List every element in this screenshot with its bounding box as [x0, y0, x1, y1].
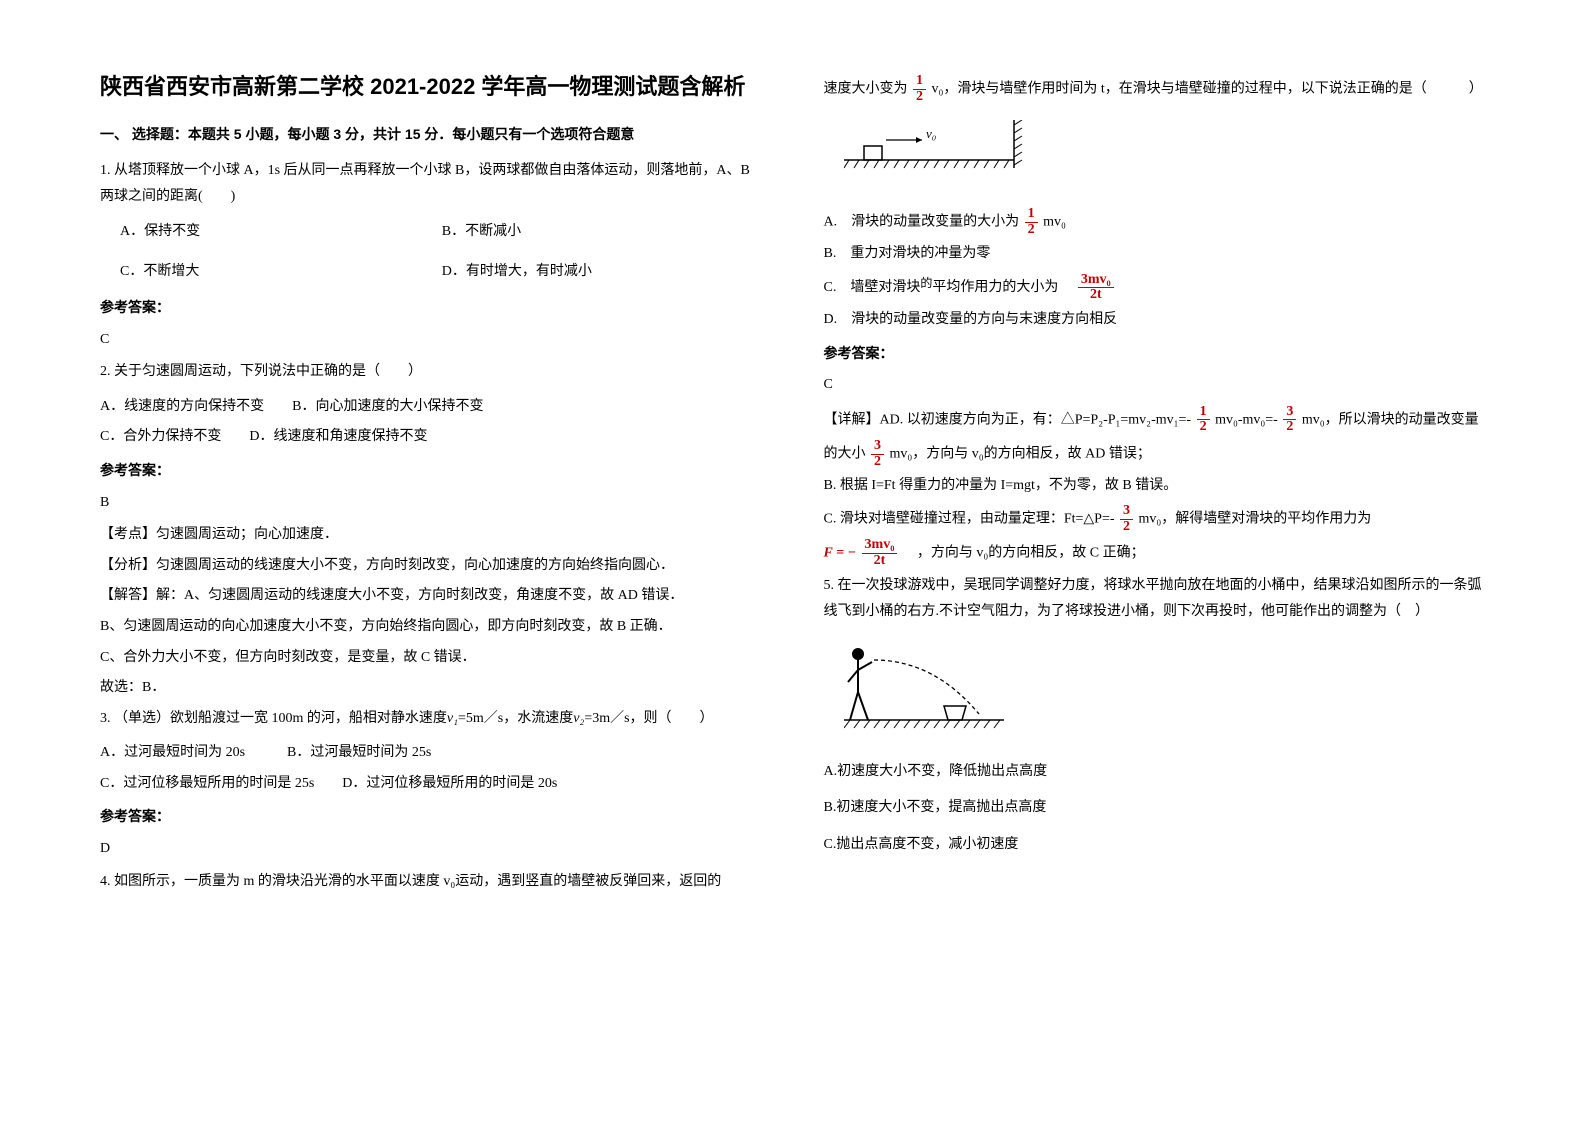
left-column: 陕西省西安市高新第二学校 2021-2022 学年高一物理测试题含解析 一、 选… [100, 70, 764, 899]
q4-ans-label: 参考答案： [824, 340, 1488, 367]
right-column: 速度大小变为 12 v₀，滑块与墙壁作用时间为 t，在滑块与墙壁碰撞的过程中，以… [824, 70, 1488, 899]
q2-exp3: 【解答】解：A、匀速圆周运动的线速度大小不变，方向时刻改变，角速度不变，故 AD… [100, 583, 764, 610]
throw-bucket-svg [844, 642, 1014, 732]
q3-ans-label: 参考答案： [100, 803, 764, 830]
q4-opt-d: D. 滑块的动量改变量的方向与末速度方向相反 [824, 307, 1488, 334]
q2-exp1: 【考点】匀速圆周运动；向心加速度． [100, 522, 764, 549]
q5-text: 5. 在一次投球游戏中，吴珉同学调整好力度，将球水平抛向放在地面的小桶中，结果球… [824, 573, 1488, 626]
q4-exp1: 【详解】AD. 以初速度方向为正，有：△P=P₂-P₁=mv₂-mv₁=- 12… [824, 405, 1488, 435]
q4-text-c: v₀，滑块与墙壁作用时间为 t，在滑块与墙壁碰撞的过程中，以下说法正确的是（ ） [932, 81, 1483, 96]
v0-label: v₀ [926, 126, 936, 141]
q5-diagram [844, 642, 1488, 743]
q3-ans: D [100, 836, 764, 863]
q4-exp2: 的大小 32 mv₀，方向与 v₀的方向相反，故 AD 错误； [824, 439, 1488, 469]
q2-exp2: 【分析】匀速圆周运动的线速度大小不变，方向时刻改变，向心加速度的方向始终指向圆心… [100, 553, 764, 580]
q3-text-b: =5m／s，水流速度 [458, 711, 573, 726]
doc-title: 陕西省西安市高新第二学校 2021-2022 学年高一物理测试题含解析 [100, 70, 764, 103]
q1-ans: C [100, 327, 764, 354]
section-1-heading: 一、 选择题：本题共 5 小题，每小题 3 分，共计 15 分．每小题只有一个选… [100, 121, 764, 148]
fraction-half-icon: 12 [1025, 207, 1038, 237]
F-eq-symbol: F = − [824, 546, 857, 561]
fraction-half-icon: 12 [913, 74, 926, 104]
q1-opt-c: C．不断增大 [120, 259, 442, 286]
q1-opt-b: B．不断减小 [442, 219, 764, 246]
q4-exp3: B. 根据 I=Ft 得重力的冲量为 I=mgt，不为零，故 B 错误。 [824, 473, 1488, 500]
q4-text-b: 速度大小变为 [824, 81, 908, 96]
q4-opt-b: B. 重力对滑块的冲量为零 [824, 241, 1488, 268]
fraction-3mv0-2t-icon: 3mv₀2t [1078, 273, 1114, 303]
q3-text: 3. （单选）欲划船渡过一宽 100m 的河，船相对静水速度v₁=5m／s，水流… [100, 706, 764, 733]
q2-ans-label: 参考答案： [100, 457, 764, 484]
q4-opt-c: C. 墙壁对滑块的平均作用力的大小为 3mv₀2t [824, 272, 1488, 303]
fraction-3-2-icon: 32 [871, 439, 884, 469]
q4-text-a: 4. 如图所示，一质量为 m 的滑块沿光滑的水平面以速度 v₀运动，遇到竖直的墙… [100, 869, 764, 896]
q3-text-c: =3m／s，则（ ） [584, 711, 713, 726]
q3-opts-ab: A．过河最短时间为 20s B．过河最短时间为 25s [100, 740, 764, 767]
q4-exp4: C. 滑块对墙壁碰撞过程，由动量定理：Ft=△P=- 32 mv₀，解得墙壁对滑… [824, 504, 1488, 534]
q5-opt-b: B.初速度大小不变，提高抛出点高度 [824, 795, 1488, 822]
q4-opt-a: A. 滑块的动量改变量的大小为 12 mv₀ [824, 207, 1488, 237]
q2-opts-ab: A．线速度的方向保持不变 B．向心加速度的大小保持不变 [100, 394, 764, 421]
fraction-3mv0-2t-icon: 3mv₀2t [862, 538, 898, 568]
fraction-3-2-icon: 32 [1120, 504, 1133, 534]
q3-text-a: 3. （单选）欲划船渡过一宽 100m 的河，船相对静水速度 [100, 711, 447, 726]
q5-opt-c: C.抛出点高度不变，减小初速度 [824, 832, 1488, 859]
v2-symbol: v₂ [573, 711, 584, 726]
q4-diagram: v₀ [844, 120, 1488, 191]
fraction-3-2-icon: 32 [1283, 405, 1296, 435]
q1-text: 1. 从塔顶释放一个小球 A，1s 后从同一点再释放一个小球 B，设两球都做自由… [100, 158, 764, 211]
q5-opt-a: A.初速度大小不变，降低抛出点高度 [824, 759, 1488, 786]
q2-text: 2. 关于匀速圆周运动，下列说法中正确的是（ ） [100, 359, 764, 386]
q2-exp5: C、合外力大小不变，但方向时刻改变，是变量，故 C 错误． [100, 645, 764, 672]
q1-options: A．保持不变 B．不断减小 C．不断增大 D．有时增大，有时减小 [120, 219, 764, 286]
v1-symbol: v₁ [447, 711, 458, 726]
q2-exp6: 故选：B． [100, 675, 764, 702]
q2-exp4: B、匀速圆周运动的向心加速度大小不变，方向始终指向圆心，即方向时刻改变，故 B … [100, 614, 764, 641]
q4-text-bc: 速度大小变为 12 v₀，滑块与墙壁作用时间为 t，在滑块与墙壁碰撞的过程中，以… [824, 74, 1488, 104]
q2-opts-cd: C．合外力保持不变 D．线速度和角速度保持不变 [100, 424, 764, 451]
block-wall-svg: v₀ [844, 120, 1044, 180]
q3-opts-cd: C．过河位移最短所用的时间是 25s D．过河位移最短所用的时间是 20s [100, 771, 764, 798]
q4-ans: C [824, 372, 1488, 399]
fraction-half-icon: 12 [1197, 405, 1210, 435]
q1-ans-label: 参考答案： [100, 294, 764, 321]
q1-opt-a: A．保持不变 [120, 219, 442, 246]
q2-ans: B [100, 490, 764, 517]
q4-exp5: F = − 3mv₀2t ，方向与 v₀的方向相反，故 C 正确； [824, 538, 1488, 568]
q1-opt-d: D．有时增大，有时减小 [442, 259, 764, 286]
